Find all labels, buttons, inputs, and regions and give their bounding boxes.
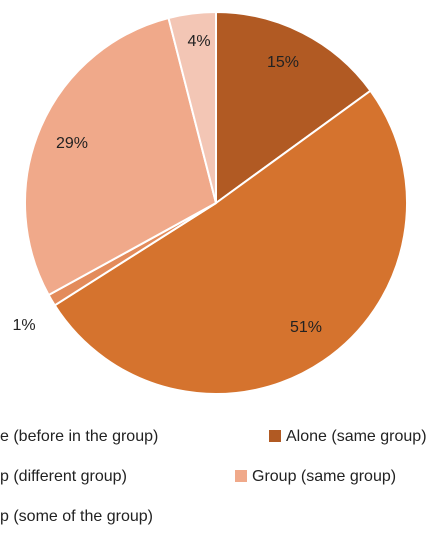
legend-text-alone-same-group: Alone (same group) <box>286 428 427 445</box>
pie-data-labels: 15% 51% 1% 29% 4% <box>12 33 322 336</box>
data-label-15: 15% <box>267 54 299 71</box>
data-label-1: 1% <box>12 317 35 334</box>
pie-slices <box>24 10 408 396</box>
pie-slice-alone-before-in-the-group <box>53 89 408 396</box>
pie-slice-group-same-group <box>24 16 218 297</box>
pie-slice-group-some-of-the-group <box>167 10 217 204</box>
legend-text-different-group: p (different group) <box>0 468 127 485</box>
legend-text-before-in-group: e (before in the group) <box>0 428 158 445</box>
legend-text-some-of-group: p (some of the group) <box>0 508 153 525</box>
pie-slice-alone-same-group <box>215 10 372 205</box>
legend-text-group-same-group: Group (same group) <box>252 468 396 485</box>
legend-swatch-group-same-group <box>235 470 247 482</box>
legend: e (before in the group) Alone (same grou… <box>0 428 427 525</box>
data-label-4: 4% <box>187 33 210 50</box>
data-label-29: 29% <box>56 135 88 152</box>
legend-swatch-alone-same-group <box>269 430 281 442</box>
data-label-51: 51% <box>290 319 322 336</box>
